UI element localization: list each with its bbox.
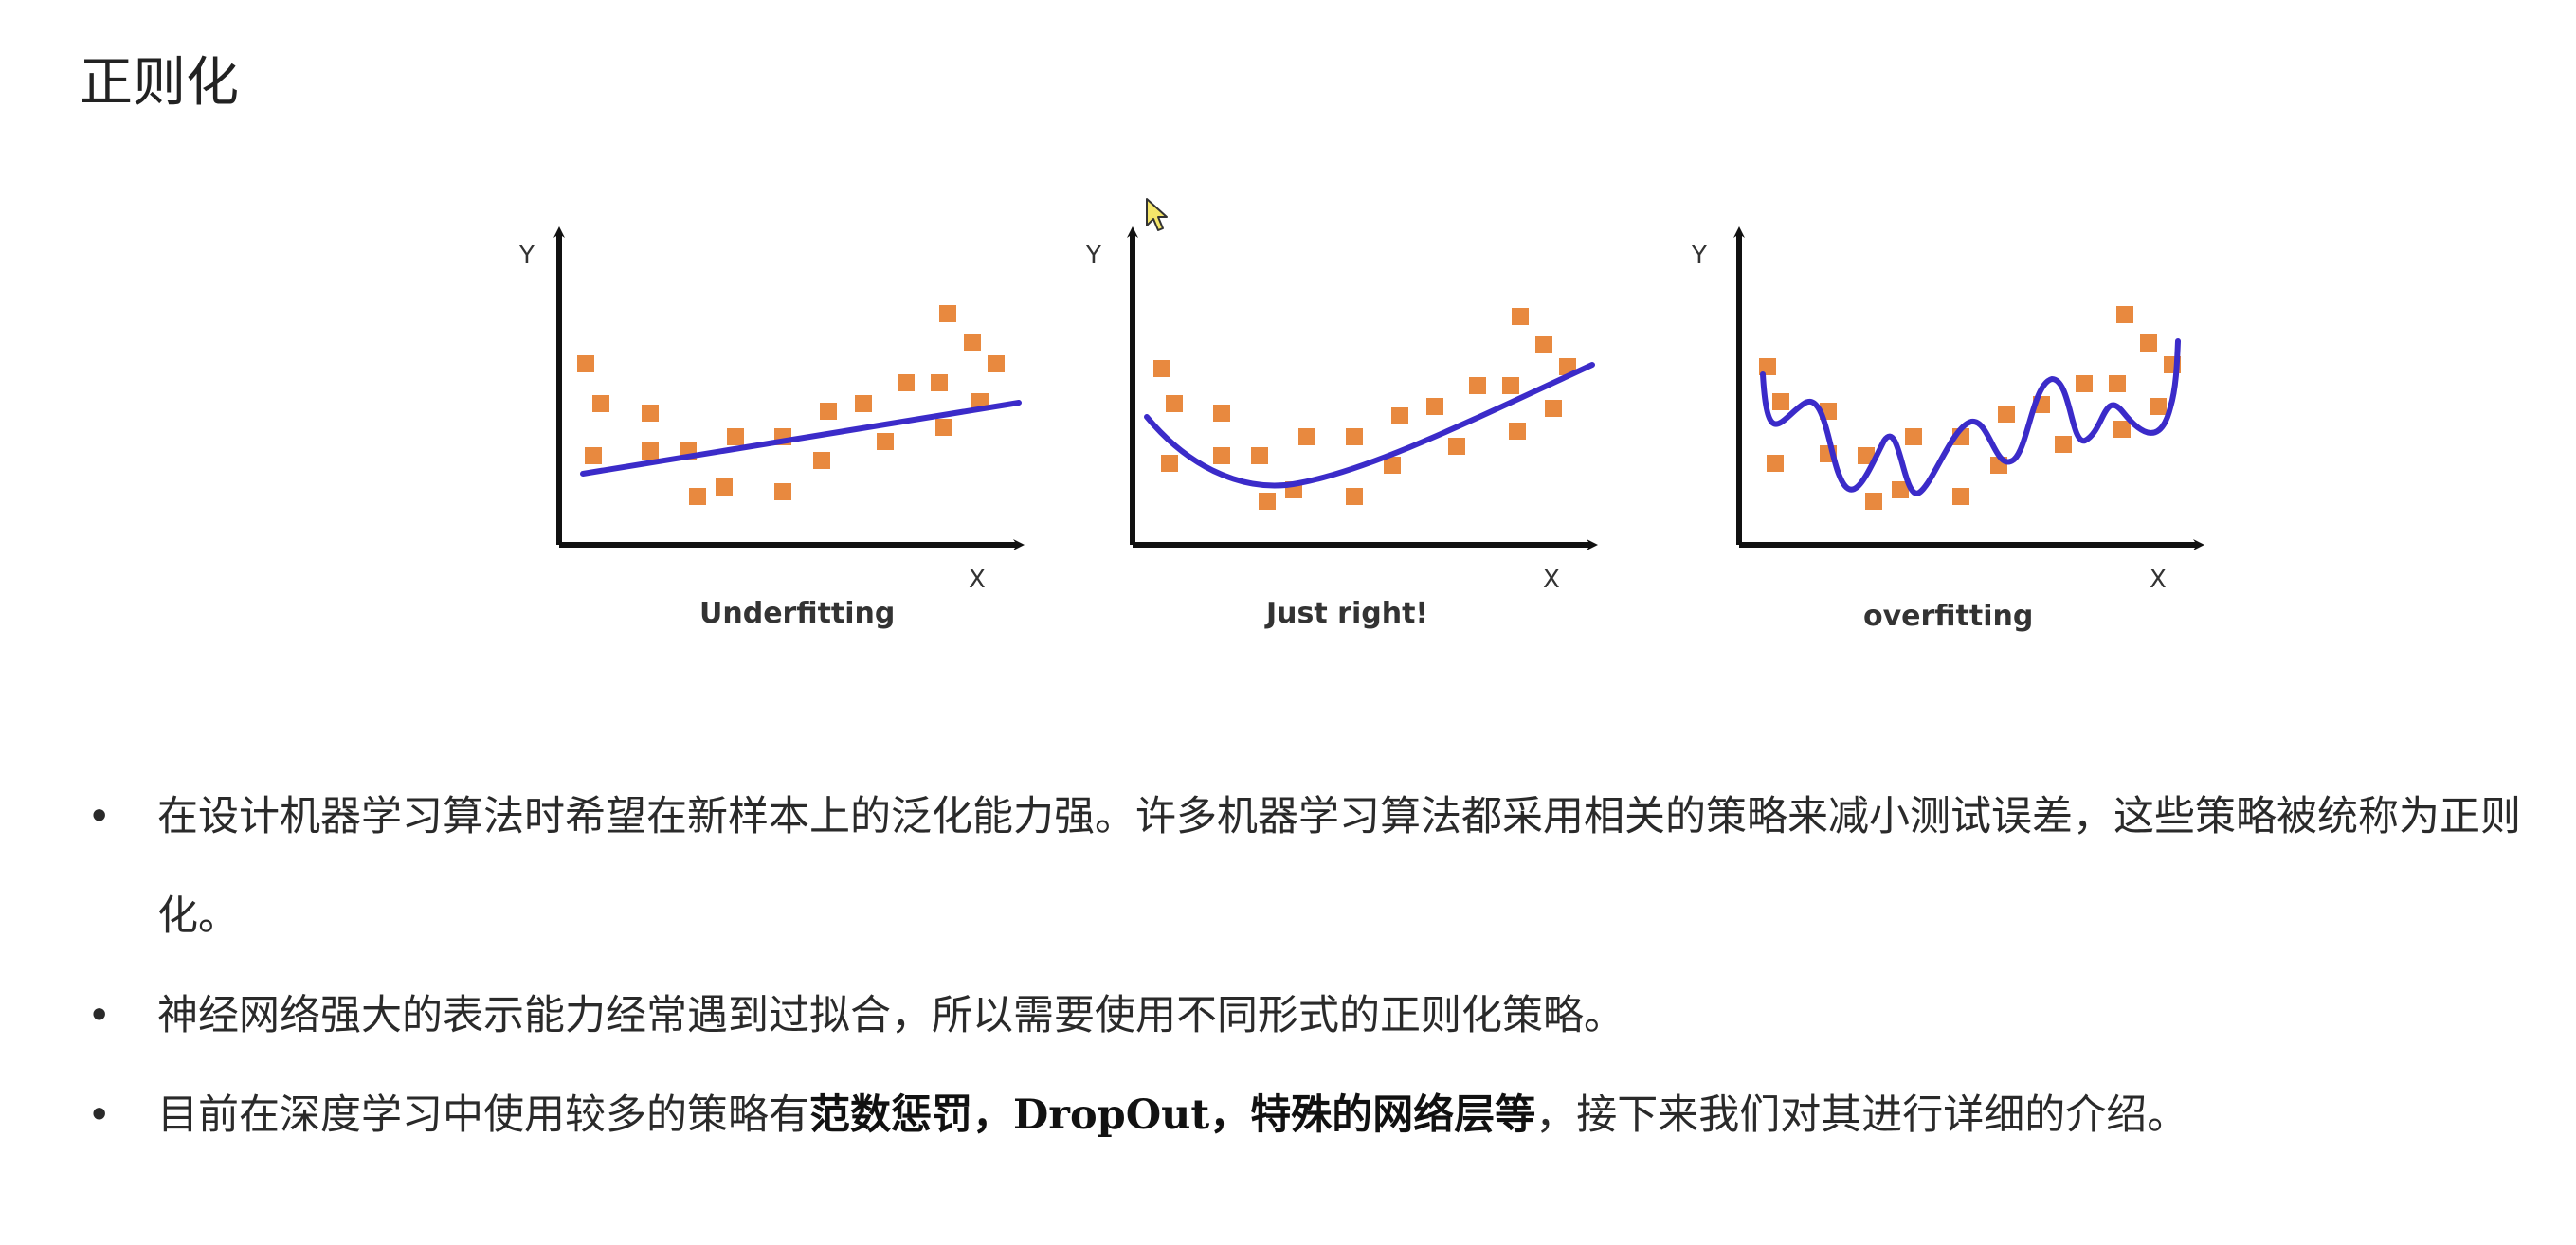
panel-underfitting: Y X [518,226,1025,630]
bullet-dot: • [87,793,112,840]
bullet-text: 神经网络强大的表示能力经常遇到过拟合，所以需要使用不同形式的正则化策略。 [157,992,1624,1039]
y-axis-label: Y [518,242,535,270]
page-title: 正则化 [80,52,239,114]
bullet-dot: • [87,992,112,1039]
list-item: • 目前在深度学习中使用较多的策略有范数惩罚，DropOut，特殊的网络层等，接… [0,1066,2576,1165]
x-axis-label: X [1543,566,1560,594]
panel-overfitting: Y X [1691,226,2204,633]
fit-curve [1760,338,2181,496]
bullet-text-suffix: ，接下来我们对其进行详细的介绍。 [1535,1092,2188,1139]
y-axis-label: Y [1691,242,1707,270]
x-axis-label: X [969,566,986,594]
bullet-list: • 在设计机器学习算法时希望在新样本上的泛化能力强。许多机器学习算法都采用相关的… [0,767,2576,1165]
bullet-text-bold: 范数惩罚，DropOut，特殊的网络层等 [809,1092,1536,1139]
fit-line [580,400,1022,477]
list-item: • 在设计机器学习算法时希望在新样本上的泛化能力强。许多机器学习算法都采用相关的… [0,767,2576,966]
bullet-text-prefix: 目前在深度学习中使用较多的策略有 [157,1092,809,1139]
x-axis-label: X [2150,566,2167,594]
bullet-dot: • [87,1092,112,1139]
panel-just-right: Y X [1085,226,1598,630]
y-axis-label: Y [1085,242,1101,270]
fitting-figure-svg: Y X [518,226,2204,633]
fit-curve [1144,362,1595,489]
panel-caption: Underfitting [699,597,895,630]
bullet-text: 在设计机器学习算法时希望在新样本上的泛化能力强。许多机器学习算法都采用相关的策略… [157,793,2521,940]
data-points [577,305,1005,505]
list-item: • 神经网络强大的表示能力经常遇到过拟合，所以需要使用不同形式的正则化策略。 [0,966,2576,1066]
mouse-pointer-icon [1146,198,1168,231]
panel-caption: Just right! [1264,597,1428,630]
data-points [1153,308,1576,510]
fitting-figure: Y X [493,199,2218,654]
panel-caption: overfitting [1863,600,2033,633]
